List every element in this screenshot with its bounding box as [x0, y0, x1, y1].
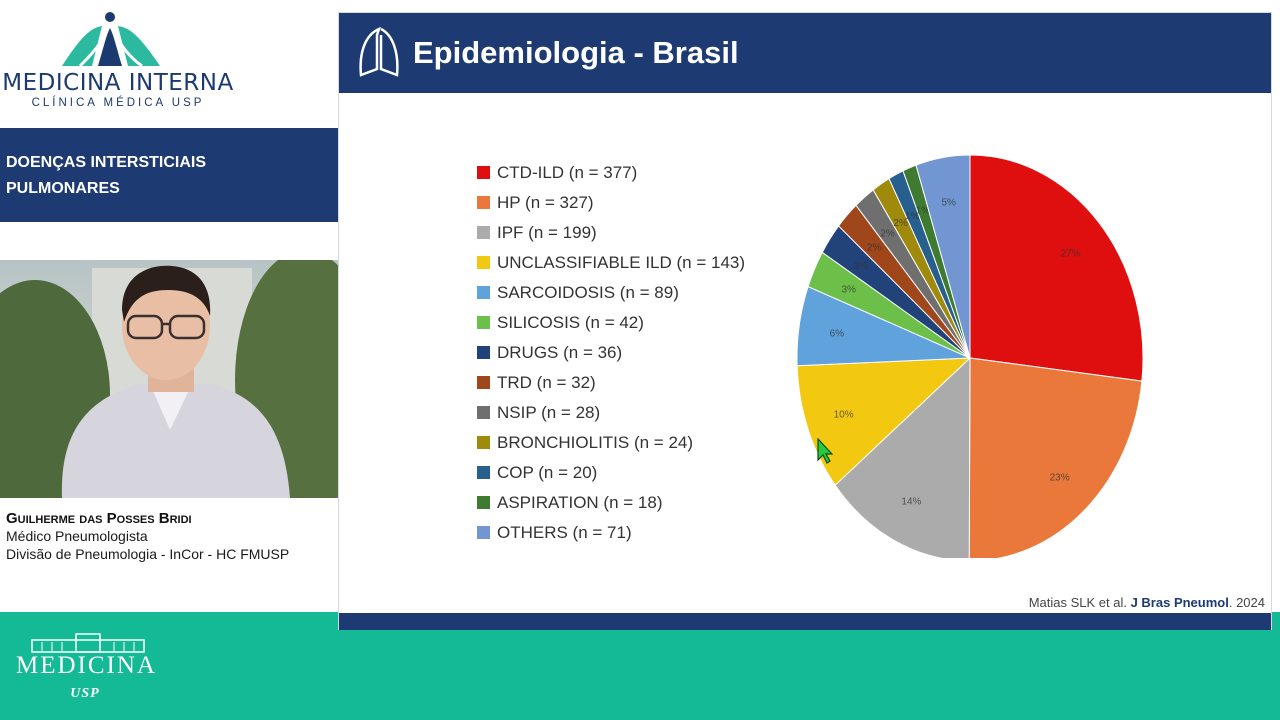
legend-swatch	[477, 166, 490, 179]
legend-item: CTD-ILD (n = 377)	[477, 163, 777, 185]
pie-slice-label: 23%	[1050, 472, 1070, 483]
pie-slice	[796, 357, 972, 486]
faculty-building-icon	[31, 633, 145, 653]
legend-item: SILICOSIS (n = 42)	[477, 313, 777, 335]
speaker-name: Guilherme das Posses Bridi	[6, 510, 192, 527]
pie-slice-label: 2%	[867, 243, 882, 254]
legend-swatch	[477, 526, 490, 539]
legend-item: BRONCHIOLITIS (n = 24)	[477, 433, 777, 455]
legend-label: BRONCHIOLITIS (n = 24)	[497, 433, 694, 452]
pie-slice-label: 5%	[941, 198, 956, 209]
pie-slice	[834, 356, 971, 558]
legend-item: ASPIRATION (n = 18)	[477, 493, 777, 515]
legend-swatch	[477, 316, 490, 329]
legend-swatch	[477, 406, 490, 419]
legend-swatch	[477, 376, 490, 389]
legend-label: DRUGS (n = 36)	[497, 343, 623, 362]
legend-item: COP (n = 20)	[477, 463, 777, 485]
pie-slice-label: 27%	[1061, 249, 1081, 260]
footer-brand-name: MEDICINA	[16, 652, 157, 679]
pie-slice-label: 2%	[880, 229, 895, 240]
legend-label: IPF (n = 199)	[497, 223, 597, 242]
legend-label: TRD (n = 32)	[497, 373, 596, 392]
legend-item: DRUGS (n = 36)	[477, 343, 777, 365]
pie-slice-label: 2%	[893, 218, 908, 229]
legend-swatch	[477, 286, 490, 299]
legend-swatch	[477, 346, 490, 359]
pie-slice-label: 6%	[830, 329, 845, 340]
slide-header: Epidemiologia - Brasil	[339, 13, 1271, 93]
lungs-logo-icon	[359, 26, 399, 77]
pie-slice-label: 1%	[916, 206, 931, 217]
pie-slice-label: 3%	[854, 261, 869, 272]
legend-label: HP (n = 327)	[497, 193, 594, 212]
logo-emblem-icon	[62, 12, 160, 68]
slide: Epidemiologia - Brasil CTD-ILD (n = 377)…	[338, 12, 1272, 630]
pie-slice-label: 14%	[901, 497, 921, 508]
slide-bottom-bar	[339, 613, 1271, 630]
mouse-pointer-icon	[817, 438, 833, 464]
footer-bar	[0, 612, 1280, 720]
citation-authors: Matias SLK et al.	[1028, 595, 1131, 610]
legend-item: SARCOIDOSIS (n = 89)	[477, 283, 777, 305]
legend-item: IPF (n = 199)	[477, 223, 777, 245]
speaker-affiliation: Divisão de Pneumologia - InCor - HC FMUS…	[6, 546, 290, 562]
speaker-figure	[61, 265, 290, 498]
citation-journal: J Bras Pneumol	[1130, 595, 1229, 610]
legend-label: ASPIRATION (n = 18)	[497, 493, 663, 512]
topic-banner: Doenças Intersticiais Pulmonares	[0, 128, 338, 222]
legend-swatch	[477, 466, 490, 479]
legend-swatch	[477, 196, 490, 209]
pie-slice	[968, 357, 1143, 558]
logo-title: MEDICINA INTERNA	[2, 70, 234, 96]
speaker-caption: Guilherme das Posses Bridi Médico Pneumo…	[6, 510, 336, 563]
legend-swatch	[477, 496, 490, 509]
legend-label: SILICOSIS (n = 42)	[497, 313, 644, 332]
speaker-role: Médico Pneumologista	[6, 528, 148, 544]
medicina-interna-logo: MEDICINA INTERNA CLÍNICA MÉDICA USP	[0, 0, 338, 128]
pie-chart: 27%23%14%10%6%3%3%2%2%2%1%1%5%	[796, 154, 1144, 558]
pie-slice-label: 10%	[834, 409, 854, 420]
pie-slice-label: 1%	[905, 211, 920, 222]
logo-subtitle: CLÍNICA MÉDICA USP	[31, 97, 205, 109]
legend-label: OTHERS (n = 71)	[497, 523, 632, 542]
citation-year: . 2024	[1228, 595, 1265, 610]
footer-usp-logo: USP	[70, 686, 100, 701]
left-panel: MEDICINA INTERNA CLÍNICA MÉDICA USP Doen…	[0, 0, 338, 612]
pie-slice-label: 3%	[841, 285, 856, 296]
legend-swatch	[477, 256, 490, 269]
legend-item: HP (n = 327)	[477, 193, 777, 215]
legend-label: CTD-ILD (n = 377)	[497, 163, 638, 182]
legend-label: SARCOIDOSIS (n = 89)	[497, 283, 679, 302]
pie-slice	[915, 154, 971, 359]
legend-label: COP (n = 20)	[497, 463, 598, 482]
legend-label: NSIP (n = 28)	[497, 403, 601, 422]
topic-line-1: Doenças Intersticiais	[6, 154, 207, 171]
legend-item: TRD (n = 32)	[477, 373, 777, 395]
citation: Matias SLK et al. J Bras Pneumol. 2024	[1029, 595, 1265, 610]
legend-swatch	[477, 226, 490, 239]
slide-title: Epidemiologia - Brasil	[413, 35, 739, 70]
topic-line-2: Pulmonares	[6, 180, 120, 197]
speaker-video	[0, 260, 338, 498]
legend-label: UNCLASSIFIABLE ILD (n = 143)	[497, 253, 746, 272]
legend-swatch	[477, 436, 490, 449]
legend-item: NSIP (n = 28)	[477, 403, 777, 425]
pie-slice	[969, 154, 1144, 382]
legend-item: OTHERS (n = 71)	[477, 523, 777, 545]
legend-item: UNCLASSIFIABLE ILD (n = 143)	[477, 253, 777, 275]
